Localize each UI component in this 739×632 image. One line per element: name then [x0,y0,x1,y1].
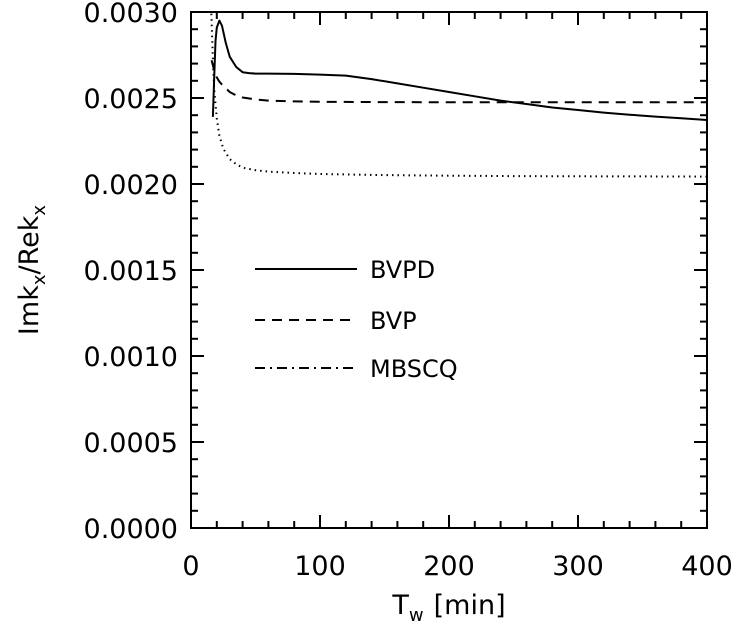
y-axis-title: Imkx/Rekx [14,205,50,335]
axis-ticks [190,11,708,529]
series-line-bvpd [211,19,707,121]
series-line-bvp [210,59,707,104]
y-axis-title-sub2: x [29,205,50,216]
x-tick-label: 100 [294,551,346,582]
y-tick-label: 0.0030 [84,0,178,29]
y-tick-label: 0.0020 [84,170,178,201]
y-tick-label: 0.0025 [84,84,178,115]
tick-labels: 0 100 200 300 400 0.0000 0.0005 0.0010 0.0015 0.0… [84,0,733,582]
x-tick-label: 200 [423,551,475,582]
series-lines [210,12,707,178]
legend-label-mbscq: MBSCQ [370,355,458,383]
x-tick-label: 0 [182,551,199,582]
y-tick-label: 0.0005 [84,428,178,459]
x-axis-title: Tw [min] [391,590,505,626]
x-axis-title-sub: w [409,605,424,626]
y-tick-label: 0.0000 [84,514,178,545]
y-axis-title-part1: Imk [14,285,45,335]
legend-label-bvp: BVP [370,307,417,335]
y-axis-title-slash: / [14,265,45,275]
y-tick-label: 0.0015 [84,256,178,287]
x-tick-label: 400 [681,551,733,582]
x-axis-title-main: T [391,590,409,621]
y-axis-title-part2: Rek [14,215,45,265]
legend: BVPD BVP MBSCQ [255,256,458,383]
x-tick-label: 300 [552,551,604,582]
x-axis-title-unit: [min] [434,590,506,621]
legend-label-bvpd: BVPD [370,256,435,284]
y-axis-title-sub1: x [29,274,50,285]
y-tick-label: 0.0010 [84,342,178,373]
series-line-mbscq [210,12,707,178]
